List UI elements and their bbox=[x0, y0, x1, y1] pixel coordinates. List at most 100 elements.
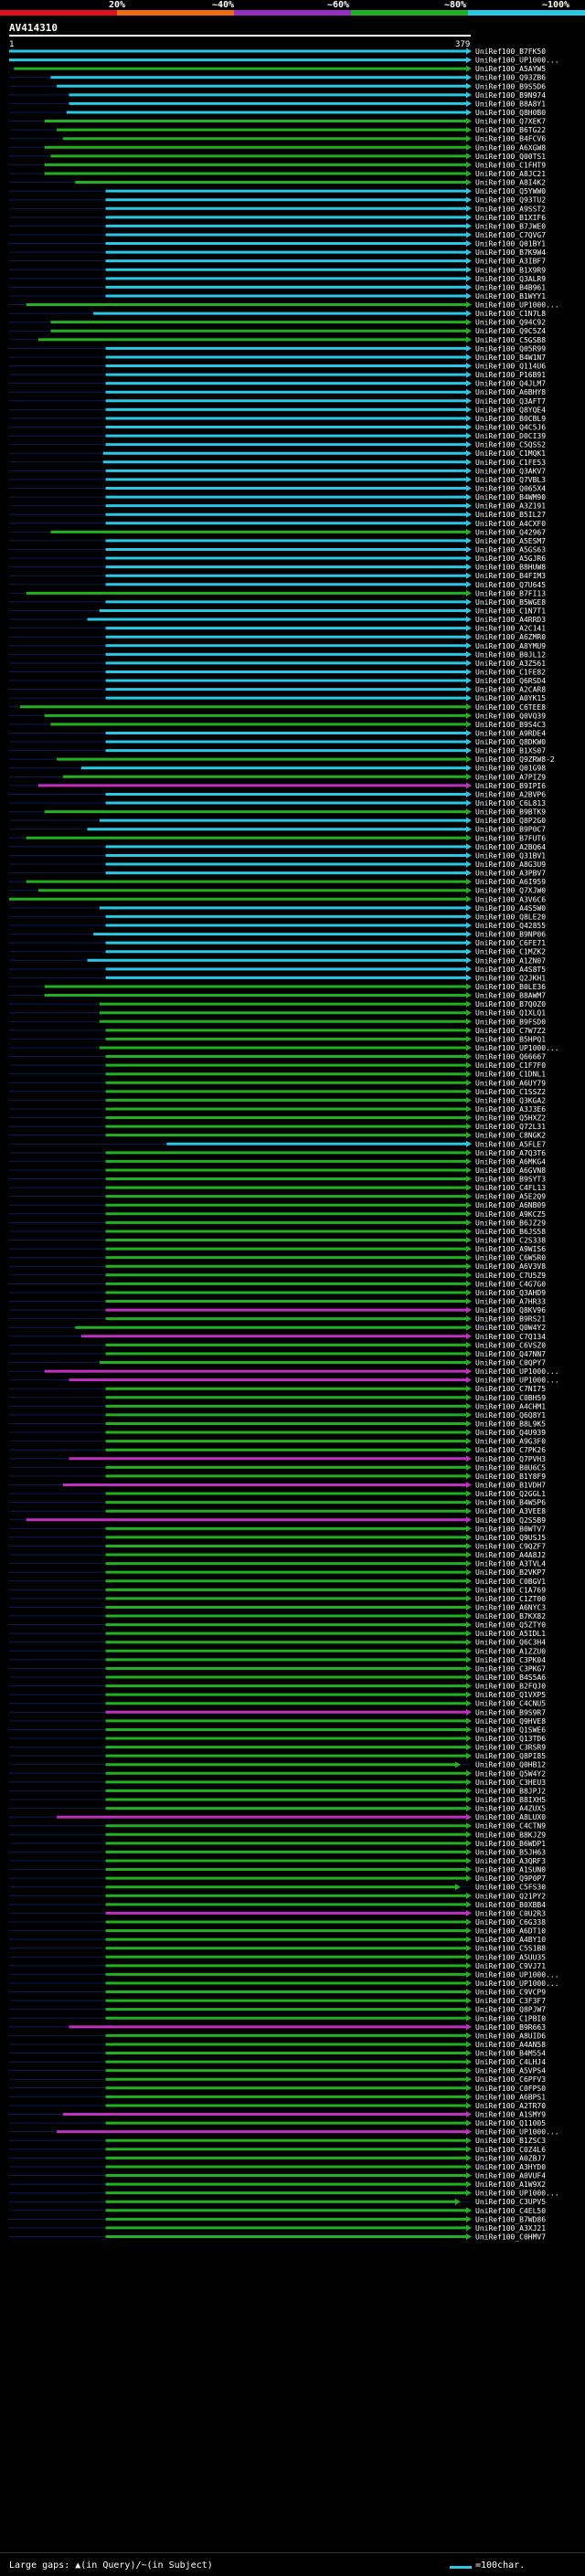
hit-label[interactable]: UniRef100_A4RRD3 bbox=[475, 616, 546, 624]
hit-label[interactable]: UniRef100_B1ZSC3 bbox=[475, 2137, 546, 2145]
hit-label[interactable]: UniRef100_Q114U6 bbox=[475, 363, 546, 371]
hit-label[interactable]: UniRef100_B7K9W4 bbox=[475, 248, 546, 257]
hit-label[interactable]: UniRef100_UP1000... bbox=[475, 1367, 559, 1376]
hit-label[interactable]: UniRef100_A6NYC3 bbox=[475, 1603, 546, 1611]
hit-label[interactable]: UniRef100_D0CI39 bbox=[475, 432, 546, 440]
hit-label[interactable]: UniRef100_A9SST2 bbox=[475, 205, 546, 213]
hit-label[interactable]: UniRef100_C7QVG7 bbox=[475, 231, 546, 239]
hit-label[interactable]: UniRef100_A5ESM7 bbox=[475, 537, 546, 545]
hit-label[interactable]: UniRef100_UP1000... bbox=[475, 1980, 559, 1988]
hit-label[interactable]: UniRef100_C5GSB8 bbox=[475, 336, 546, 344]
hit-label[interactable]: UniRef100_C9VCP9 bbox=[475, 1989, 546, 1997]
hit-label[interactable]: UniRef100_C3RSR9 bbox=[475, 1744, 546, 1752]
hit-label[interactable]: UniRef100_Q2S5B9 bbox=[475, 1516, 546, 1525]
hit-label[interactable]: UniRef100_Q5ZTY0 bbox=[475, 1621, 546, 1630]
hit-label[interactable]: UniRef100_A4S8T5 bbox=[475, 966, 546, 974]
hit-label[interactable]: UniRef100_B2FQJ0 bbox=[475, 1683, 546, 1691]
hit-label[interactable]: UniRef100_C0HMV7 bbox=[475, 2233, 546, 2242]
hit-label[interactable]: UniRef100_B8JPJ2 bbox=[475, 1787, 546, 1795]
hit-label[interactable]: UniRef100_A5VPS4 bbox=[475, 2067, 546, 2075]
hit-label[interactable]: UniRef100_C3PK04 bbox=[475, 1656, 546, 1664]
hit-label[interactable]: UniRef100_B4S5A6 bbox=[475, 1673, 546, 1682]
hit-label[interactable]: UniRef100_B7FI13 bbox=[475, 589, 546, 597]
hit-label[interactable]: UniRef100_C6VSZ0 bbox=[475, 1341, 546, 1349]
hit-label[interactable]: UniRef100_Q6RSD4 bbox=[475, 677, 546, 685]
hit-label[interactable]: UniRef100_B4FIM3 bbox=[475, 572, 546, 580]
hit-label[interactable]: UniRef100_C0BH59 bbox=[475, 1394, 546, 1402]
hit-label[interactable]: UniRef100_A5E2Q9 bbox=[475, 1193, 546, 1201]
hit-label[interactable]: UniRef100_Q5HXZ2 bbox=[475, 1114, 546, 1123]
hit-label[interactable]: UniRef100_A1ZZU0 bbox=[475, 1647, 546, 1655]
hit-label[interactable]: UniRef100_Q9P0P7 bbox=[475, 1874, 546, 1883]
hit-label[interactable]: UniRef100_A6ZMR0 bbox=[475, 633, 546, 641]
hit-label[interactable]: UniRef100_B7FK50 bbox=[475, 48, 546, 56]
hit-label[interactable]: UniRef100_A2BQ64 bbox=[475, 843, 546, 851]
hit-label[interactable]: UniRef100_C5FS30 bbox=[475, 1884, 546, 1892]
hit-label[interactable]: UniRef100_A3HYD0 bbox=[475, 2163, 546, 2171]
hit-label[interactable]: UniRef100_Q93TU2 bbox=[475, 196, 546, 205]
hit-label[interactable]: UniRef100_C7W7Z2 bbox=[475, 1027, 546, 1035]
hit-label[interactable]: UniRef100_C1A769 bbox=[475, 1586, 546, 1594]
hit-label[interactable]: UniRef100_A3XJ21 bbox=[475, 2224, 546, 2233]
hit-label[interactable]: UniRef100_B8L9K5 bbox=[475, 1420, 546, 1428]
hit-label[interactable]: UniRef100_B4FCV6 bbox=[475, 135, 546, 143]
hit-label[interactable]: UniRef100_Q8P2G0 bbox=[475, 817, 546, 825]
hit-label[interactable]: UniRef100_Q3AHD9 bbox=[475, 1289, 546, 1297]
hit-label[interactable]: UniRef100_A2C141 bbox=[475, 625, 546, 633]
hit-label[interactable]: UniRef100_C1MQK1 bbox=[475, 449, 546, 458]
hit-label[interactable]: UniRef100_A5GS63 bbox=[475, 545, 546, 554]
hit-label[interactable]: UniRef100_A3Z561 bbox=[475, 660, 546, 668]
hit-label[interactable]: UniRef100_C3F3F7 bbox=[475, 1997, 546, 2005]
hit-label[interactable]: UniRef100_A3V6C6 bbox=[475, 895, 546, 903]
hit-label[interactable]: UniRef100_A6NB09 bbox=[475, 1201, 546, 1209]
hit-label[interactable]: UniRef100_B4W1N7 bbox=[475, 354, 546, 362]
hit-label[interactable]: UniRef100_A5GJR6 bbox=[475, 554, 546, 563]
hit-label[interactable]: UniRef100_C0QPY7 bbox=[475, 1359, 546, 1367]
hit-label[interactable]: UniRef100_C4LHJ4 bbox=[475, 2058, 546, 2066]
hit-label[interactable]: UniRef100_Q05R99 bbox=[475, 344, 546, 353]
hit-label[interactable]: UniRef100_B7JWE0 bbox=[475, 222, 546, 230]
hit-label[interactable]: UniRef100_B0WTV7 bbox=[475, 1525, 546, 1533]
hit-label[interactable]: UniRef100_B4B961 bbox=[475, 283, 546, 291]
hit-label[interactable]: UniRef100_B4W5P6 bbox=[475, 1499, 546, 1507]
hit-label[interactable]: UniRef100_B1XS07 bbox=[475, 747, 546, 755]
hit-label[interactable]: UniRef100_Q94C92 bbox=[475, 319, 546, 327]
hit-label[interactable]: UniRef100_A4AN58 bbox=[475, 2041, 546, 2049]
hit-label[interactable]: UniRef100_A5IDL1 bbox=[475, 1630, 546, 1638]
hit-label[interactable]: UniRef100_A3QRF3 bbox=[475, 1857, 546, 1865]
hit-label[interactable]: UniRef100_C1SSZ2 bbox=[475, 1088, 546, 1096]
hit-label[interactable]: UniRef100_Q00TS1 bbox=[475, 153, 546, 161]
hit-label[interactable]: UniRef100_B9SYT3 bbox=[475, 1176, 546, 1184]
hit-label[interactable]: UniRef100_Q9ZRW8-2 bbox=[475, 755, 555, 764]
hit-label[interactable]: UniRef100_B8A8Y1 bbox=[475, 100, 546, 108]
hit-label[interactable]: UniRef100_C9QZF7 bbox=[475, 1542, 546, 1550]
hit-label[interactable]: UniRef100_A9KCZ5 bbox=[475, 1210, 546, 1219]
hit-label[interactable]: UniRef100_P16B91 bbox=[475, 371, 546, 379]
hit-label[interactable]: UniRef100_B9N974 bbox=[475, 91, 546, 100]
hit-label[interactable]: UniRef100_Q31BV1 bbox=[475, 851, 546, 860]
hit-label[interactable]: UniRef100_B7FUT6 bbox=[475, 834, 546, 842]
hit-label[interactable]: UniRef100_A8LUX0 bbox=[475, 1813, 546, 1821]
hit-label[interactable]: UniRef100_B7Q0Z0 bbox=[475, 1000, 546, 1008]
hit-label[interactable]: UniRef100_A9WIS6 bbox=[475, 1245, 546, 1253]
hit-label[interactable]: UniRef100_A9G3F0 bbox=[475, 1438, 546, 1446]
hit-label[interactable]: UniRef100_C7NI75 bbox=[475, 1385, 546, 1393]
hit-label[interactable]: UniRef100_C0U2R3 bbox=[475, 1909, 546, 1917]
hit-label[interactable]: UniRef100_Q3ALR9 bbox=[475, 275, 546, 283]
hit-label[interactable]: UniRef100_A4CXF0 bbox=[475, 520, 546, 528]
hit-label[interactable]: UniRef100_A3J3E6 bbox=[475, 1105, 546, 1114]
hit-label[interactable]: UniRef100_Q5W4Y2 bbox=[475, 1769, 546, 1778]
hit-label[interactable]: UniRef100_C1ZT00 bbox=[475, 1595, 546, 1603]
hit-label[interactable]: UniRef100_B9NP06 bbox=[475, 931, 546, 939]
hit-label[interactable]: UniRef100_Q9USJ5 bbox=[475, 1534, 546, 1542]
hit-label[interactable]: UniRef100_C4FL13 bbox=[475, 1184, 546, 1192]
hit-label[interactable]: UniRef100_A8UID6 bbox=[475, 2032, 546, 2040]
hit-label[interactable]: UniRef100_Q6C3H4 bbox=[475, 1639, 546, 1647]
hit-label[interactable]: UniRef100_A0VUF4 bbox=[475, 2172, 546, 2180]
hit-label[interactable]: UniRef100_C1PBI0 bbox=[475, 2014, 546, 2022]
hit-label[interactable]: UniRef100_B0CBL9 bbox=[475, 415, 546, 423]
hit-label[interactable]: UniRef100_Q7XEK7 bbox=[475, 118, 546, 126]
hit-label[interactable]: UniRef100_C6FE71 bbox=[475, 939, 546, 947]
hit-label[interactable]: UniRef100_B2VKP7 bbox=[475, 1568, 546, 1577]
hit-label[interactable]: UniRef100_A8G3U9 bbox=[475, 860, 546, 869]
